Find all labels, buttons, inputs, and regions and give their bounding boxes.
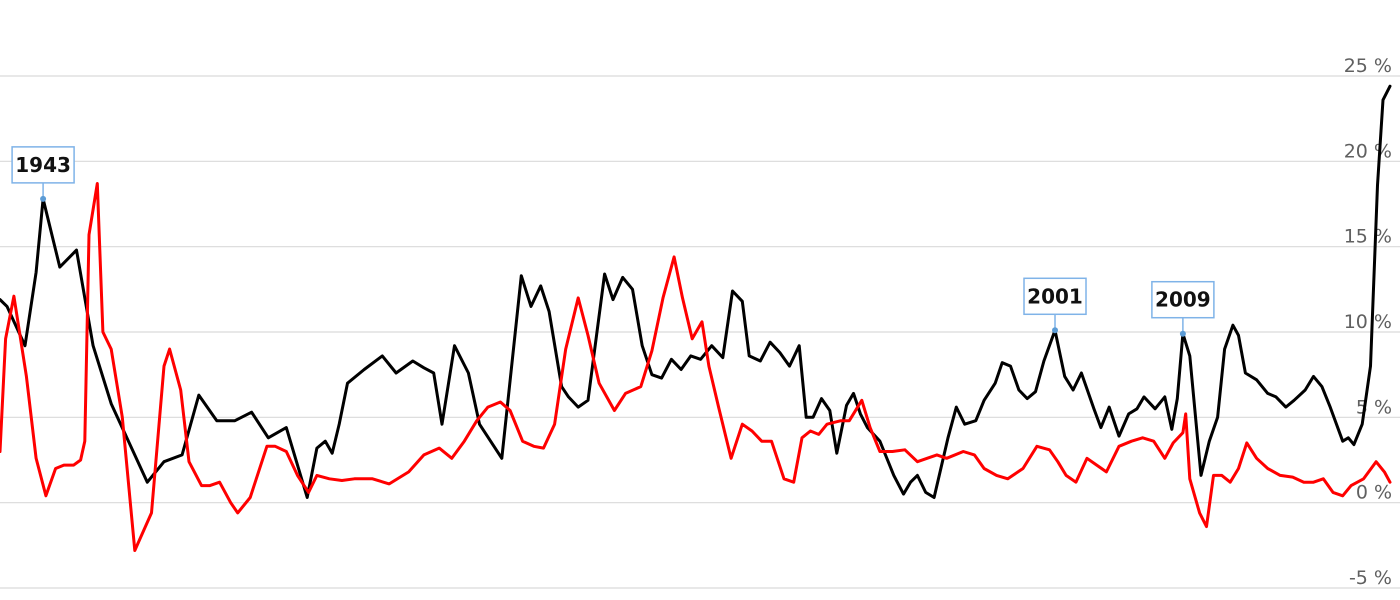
y-tick-label: 5 % <box>1356 396 1392 418</box>
series-line-2 <box>0 182 1392 552</box>
callout-label: 2001 <box>1027 284 1083 308</box>
y-axis-tick-labels: 25 % 20 % 15 % 10 % 5 % 0 % -5 % <box>1344 55 1392 589</box>
annotation-callout: 1943 <box>11 146 75 202</box>
callout-box <box>1151 280 1215 319</box>
y-tick-label: -5 % <box>1349 567 1392 589</box>
callout-marker <box>40 195 47 202</box>
callout-box <box>11 146 75 184</box>
gridlines <box>0 75 1400 589</box>
callout-marker <box>1179 330 1186 337</box>
y-tick-label: 25 % <box>1344 55 1392 77</box>
callout-box <box>1023 277 1087 316</box>
series-lines <box>0 84 1392 552</box>
y-tick-label: 10 % <box>1344 311 1392 333</box>
callout-marker <box>1052 327 1059 334</box>
y-tick-label: 20 % <box>1344 140 1392 162</box>
series-line-1 <box>0 84 1392 499</box>
callout-label: 1943 <box>15 153 71 177</box>
annotation-callout: 2009 <box>1151 280 1215 337</box>
y-tick-label: 0 % <box>1356 482 1392 504</box>
callout-label: 2009 <box>1155 288 1211 312</box>
annotation-callouts: 1943 2001 2009 <box>11 146 1215 337</box>
annotation-callout: 2001 <box>1023 277 1087 334</box>
y-tick-label: 15 % <box>1344 226 1392 248</box>
